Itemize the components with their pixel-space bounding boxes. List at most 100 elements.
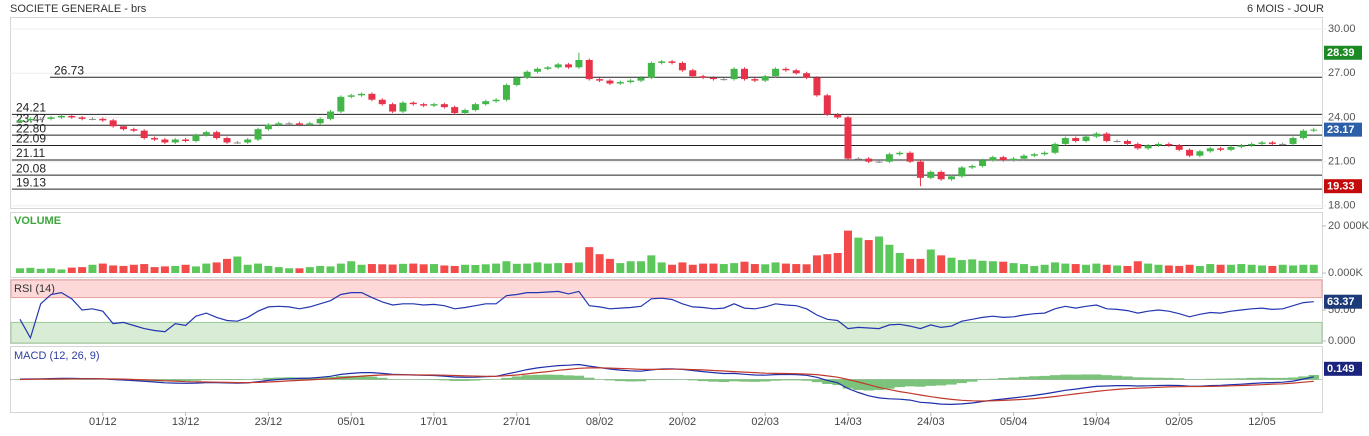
- volume-bar: [1113, 265, 1121, 273]
- volume-bar: [627, 261, 635, 273]
- x-tick-label: 08/02: [586, 416, 614, 428]
- x-tick-label: 27/01: [503, 416, 531, 428]
- volume-bar: [585, 247, 593, 273]
- volume-bar: [316, 266, 324, 273]
- candle-body: [1041, 153, 1048, 154]
- candle-body: [513, 78, 520, 85]
- volume-bar: [647, 255, 655, 273]
- volume-bar: [813, 255, 821, 273]
- candle-body: [48, 117, 55, 118]
- candle-body: [17, 120, 24, 121]
- candle-body: [1072, 138, 1079, 141]
- volume-bar: [668, 265, 676, 273]
- volume-bar: [161, 266, 169, 273]
- macd-histogram: [719, 380, 729, 383]
- x-tick-label: 02/03: [751, 416, 779, 428]
- y-tick-label: 20 000K: [1328, 220, 1369, 232]
- candle-body: [337, 97, 344, 112]
- candle-body: [286, 123, 293, 124]
- candle-body: [1290, 138, 1297, 144]
- candle-body: [182, 140, 189, 141]
- x-tick-label: 20/02: [669, 416, 697, 428]
- volume-bar: [337, 264, 345, 273]
- candle-body: [493, 100, 500, 101]
- macd-histogram: [905, 380, 915, 387]
- candle-body: [782, 69, 789, 70]
- candle-body: [565, 64, 572, 67]
- macd-histogram: [574, 376, 584, 380]
- volume-bar: [927, 249, 935, 273]
- candle-body: [1238, 145, 1245, 146]
- y-tick-label: 0.000: [1328, 335, 1356, 347]
- candle-body: [368, 94, 375, 100]
- candle-body: [907, 153, 914, 162]
- candle-body: [1259, 142, 1266, 143]
- macd-histogram: [1102, 375, 1112, 379]
- volume-bar: [834, 253, 842, 273]
- candle-body: [658, 61, 665, 62]
- volume-bar: [430, 264, 438, 273]
- candle-body: [669, 61, 676, 62]
- volume-bar: [989, 261, 997, 273]
- volume-bar: [720, 264, 728, 273]
- macd-histogram: [1071, 375, 1081, 380]
- volume-bar: [202, 264, 210, 273]
- candle-body: [855, 159, 862, 160]
- candle-body: [327, 112, 334, 119]
- volume-bar: [1227, 265, 1235, 273]
- candle-body: [1031, 154, 1038, 155]
- volume-bar: [637, 261, 645, 273]
- volume-bar: [1299, 265, 1307, 273]
- x-tick-label: 12/05: [1248, 416, 1276, 428]
- value-badge-label: 0.149: [1327, 363, 1355, 375]
- volume-bar: [389, 265, 397, 273]
- volume-bar: [16, 268, 24, 273]
- volume-bar: [378, 264, 386, 273]
- volume-bar: [730, 263, 738, 273]
- volume-bar: [979, 261, 987, 273]
- candle-body: [927, 172, 934, 178]
- x-tick-label: 14/03: [834, 416, 862, 428]
- candle-body: [358, 94, 365, 95]
- candle-body: [503, 85, 510, 100]
- candle-body: [37, 119, 44, 120]
- candle-body: [482, 101, 489, 104]
- volume-bar: [968, 259, 976, 273]
- candle-body: [451, 107, 458, 113]
- candle-body: [886, 154, 893, 161]
- candle-body: [845, 117, 852, 158]
- candle-body: [534, 69, 541, 72]
- macd-histogram: [812, 380, 822, 383]
- volume-bar: [47, 268, 55, 273]
- candle-body: [834, 114, 841, 117]
- volume-bar: [513, 264, 521, 273]
- volume-bar: [244, 265, 252, 273]
- volume-bar: [492, 264, 500, 273]
- macd-histogram: [936, 380, 946, 386]
- candle-body: [462, 110, 469, 113]
- candle-body: [120, 126, 127, 129]
- volume-bar: [565, 263, 573, 273]
- volume-bar: [109, 265, 117, 273]
- candle-body: [410, 103, 417, 104]
- level-label: 26.73: [54, 63, 84, 77]
- macd-histogram: [553, 375, 563, 380]
- candle-body: [399, 103, 406, 112]
- candle-body: [27, 119, 34, 120]
- candle-body: [896, 153, 903, 154]
- candle-body: [1000, 157, 1007, 160]
- volume-bar: [523, 264, 531, 273]
- macd-histogram: [1019, 377, 1029, 380]
- level-label: 22.09: [16, 132, 46, 146]
- x-tick-label: 23/12: [255, 416, 283, 428]
- macd-line: [20, 368, 1314, 401]
- y-tick-label: 30.00: [1328, 23, 1356, 35]
- candle-body: [110, 120, 117, 126]
- volume-bar: [502, 261, 510, 273]
- candle-body: [938, 172, 945, 179]
- volume-bar: [958, 260, 966, 273]
- candle-body: [1062, 138, 1069, 144]
- volume-bar: [1279, 265, 1287, 273]
- candle-body: [720, 79, 727, 80]
